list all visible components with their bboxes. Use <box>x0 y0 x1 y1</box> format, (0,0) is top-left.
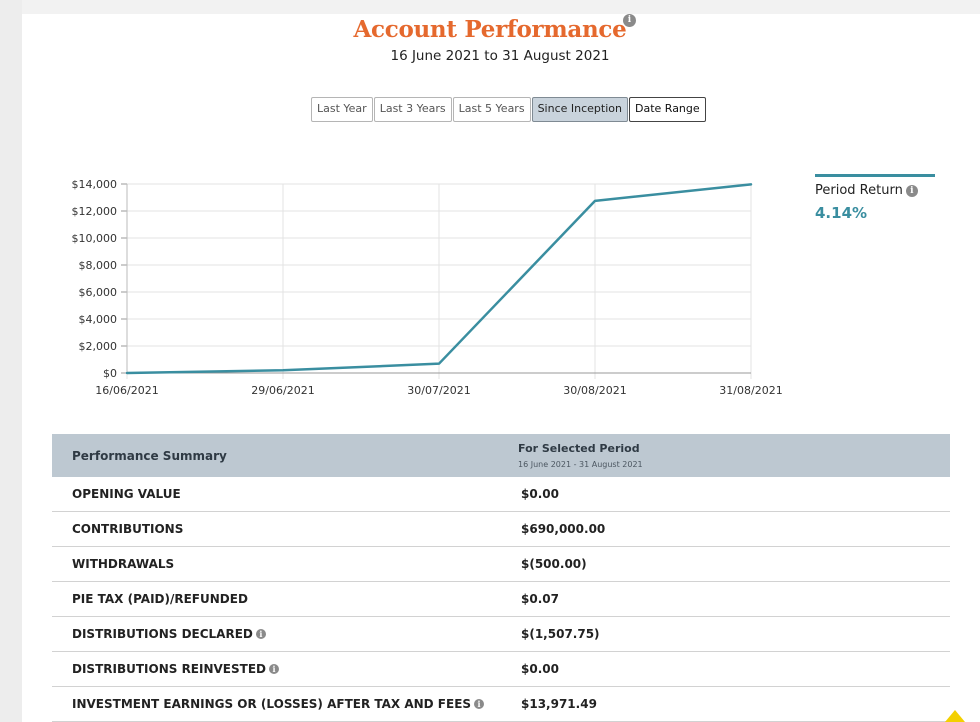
row-label-text: DISTRIBUTIONS REINVESTED <box>72 662 266 676</box>
row-label-text: WITHDRAWALS <box>72 557 175 571</box>
period-header: For Selected Period <box>518 442 640 455</box>
info-icon[interactable]: i <box>268 664 279 674</box>
top-shade <box>0 0 980 14</box>
row-label-text: DISTRIBUTIONS DECLARED <box>72 627 253 641</box>
table-row: OPENING VALUE $0.00 <box>52 477 950 512</box>
row-label-text: INVESTMENT EARNINGS OR (LOSSES) AFTER TA… <box>72 697 472 711</box>
legend-label-text: Period Return <box>815 183 903 198</box>
y-tick-label: $6,000 <box>79 286 118 299</box>
summary-header: Performance Summary For Selected Period … <box>52 434 950 477</box>
table-row: CONTRIBUTIONS $690,000.00 <box>52 512 950 547</box>
x-tick-label: 31/08/2021 <box>719 384 782 397</box>
info-icon[interactable]: i <box>623 14 636 27</box>
y-tick-label: $10,000 <box>72 232 118 245</box>
row-label: WITHDRAWALS <box>72 557 174 571</box>
row-label: DISTRIBUTIONS REINVESTED i <box>72 662 279 676</box>
table-row: DISTRIBUTIONS REINVESTED i $0.00 <box>52 652 950 687</box>
x-tick-label: 16/06/2021 <box>95 384 158 397</box>
table-row: WITHDRAWALS $(500.00) <box>52 547 950 582</box>
y-tick-label: $12,000 <box>72 205 118 218</box>
row-label: CONTRIBUTIONS <box>72 522 183 536</box>
legend-line-swatch <box>815 174 935 177</box>
x-tick-label: 30/08/2021 <box>563 384 626 397</box>
performance-chart: $0 $2,000 $4,000 $6,000 $8,000 $10,000 $12,000… <box>72 178 783 397</box>
row-value: $13,971.49 <box>521 697 597 711</box>
last-3-years-button[interactable]: Last 3 Years <box>373 97 452 122</box>
row-value: $690,000.00 <box>521 522 606 536</box>
period-range: 16 June 2021 - 31 August 2021 <box>518 460 643 469</box>
left-sidebar-edge <box>0 0 22 722</box>
last-5-years-button[interactable]: Last 5 Years <box>452 97 531 122</box>
range-button-group: Last Year Last 3 Years Last 5 Years Sinc… <box>311 97 707 122</box>
row-label: DISTRIBUTIONS DECLARED i <box>72 627 266 641</box>
date-subtitle: 16 June 2021 to 31 August 2021 <box>390 48 610 64</box>
warning-icon <box>945 710 965 722</box>
row-label: INVESTMENT EARNINGS OR (LOSSES) AFTER TA… <box>72 697 485 711</box>
period-return-value: 4.14% <box>815 204 868 222</box>
row-label: PIE TAX (PAID)/REFUNDED <box>72 592 248 606</box>
legend-label: Period Return i <box>815 183 937 198</box>
info-icon[interactable]: i <box>905 184 918 197</box>
table-row: INVESTMENT EARNINGS OR (LOSSES) AFTER TA… <box>52 687 950 722</box>
x-tick-label: 30/07/2021 <box>407 384 470 397</box>
info-icon[interactable]: i <box>255 629 266 639</box>
performance-summary-table: Performance Summary For Selected Period … <box>52 434 950 722</box>
row-value: $(1,507.75) <box>521 627 600 641</box>
summary-rows: OPENING VALUE $0.00 CONTRIBUTIONS $690,000.… <box>52 477 950 722</box>
row-label: OPENING VALUE <box>72 487 181 501</box>
y-tick-label: $14,000 <box>72 178 118 191</box>
x-tick-label: 29/06/2021 <box>251 384 314 397</box>
last-year-button[interactable]: Last Year <box>311 97 373 122</box>
table-row: DISTRIBUTIONS DECLARED i $(1,507.75) <box>52 617 950 652</box>
row-label-text: PIE TAX (PAID)/REFUNDED <box>72 592 248 606</box>
row-value: $0.00 <box>521 662 559 676</box>
row-value: $(500.00) <box>521 557 587 571</box>
since-inception-button[interactable]: Since Inception <box>531 97 628 122</box>
date-range-button[interactable]: Date Range <box>629 97 706 122</box>
info-icon[interactable]: i <box>474 699 485 709</box>
y-tick-label: $2,000 <box>79 340 118 353</box>
page-title: Account Performance <box>353 16 627 43</box>
y-tick-label: $8,000 <box>79 259 118 272</box>
chart-legend: Period Return i 4.14% <box>815 174 937 222</box>
row-value: $0.00 <box>521 487 559 501</box>
summary-title: Performance Summary <box>72 449 227 463</box>
row-label-text: CONTRIBUTIONS <box>72 522 184 536</box>
row-value: $0.07 <box>521 592 559 606</box>
title-wrap: Account Performance <box>0 16 980 43</box>
y-tick-label: $0 <box>103 367 117 380</box>
table-row: PIE TAX (PAID)/REFUNDED $0.07 <box>52 582 950 617</box>
y-tick-label: $4,000 <box>79 313 118 326</box>
row-label-text: OPENING VALUE <box>72 487 181 501</box>
